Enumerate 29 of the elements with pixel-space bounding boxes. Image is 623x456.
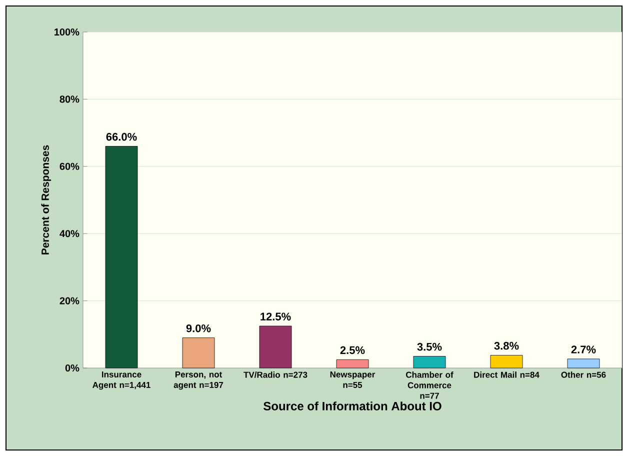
bar xyxy=(259,326,292,368)
y-tick-label: 100% xyxy=(54,28,80,36)
x-tick-label: Direct Mail n=84 xyxy=(474,372,540,378)
bar xyxy=(182,338,215,368)
data-label: 3.5% xyxy=(417,342,442,351)
bar xyxy=(105,146,138,368)
x-tick-label: Person, not agent n=197 xyxy=(174,372,224,390)
bar xyxy=(413,356,446,368)
y-axis-title: Percent of Responses xyxy=(41,145,52,254)
data-label: 2.5% xyxy=(340,346,365,354)
x-tick-label: Insurance Agent n=1,441 xyxy=(92,372,150,390)
data-label: 3.8% xyxy=(494,342,519,350)
data-label: 2.7% xyxy=(571,346,596,354)
bar xyxy=(567,358,600,368)
x-tick-label: Chamber of Commerce n=77 xyxy=(406,372,454,399)
bar xyxy=(490,355,523,368)
x-tick-label: TV/Radio n=273 xyxy=(244,372,308,378)
data-label: 66.0% xyxy=(106,132,137,141)
bar xyxy=(336,359,369,368)
data-label: 12.5% xyxy=(260,312,291,320)
y-tick-label: 60% xyxy=(60,162,80,170)
y-tick-label: 80% xyxy=(60,96,80,103)
data-label: 9.0% xyxy=(186,324,211,332)
y-tick-label: 20% xyxy=(60,297,80,304)
x-tick-label: Newspaper n=55 xyxy=(330,372,376,388)
y-tick-label: 0% xyxy=(65,364,80,372)
x-tick-label: Other n=56 xyxy=(561,372,606,378)
x-axis-title: Source of Information About IO xyxy=(264,402,442,410)
y-tick-label: 40% xyxy=(60,230,80,238)
